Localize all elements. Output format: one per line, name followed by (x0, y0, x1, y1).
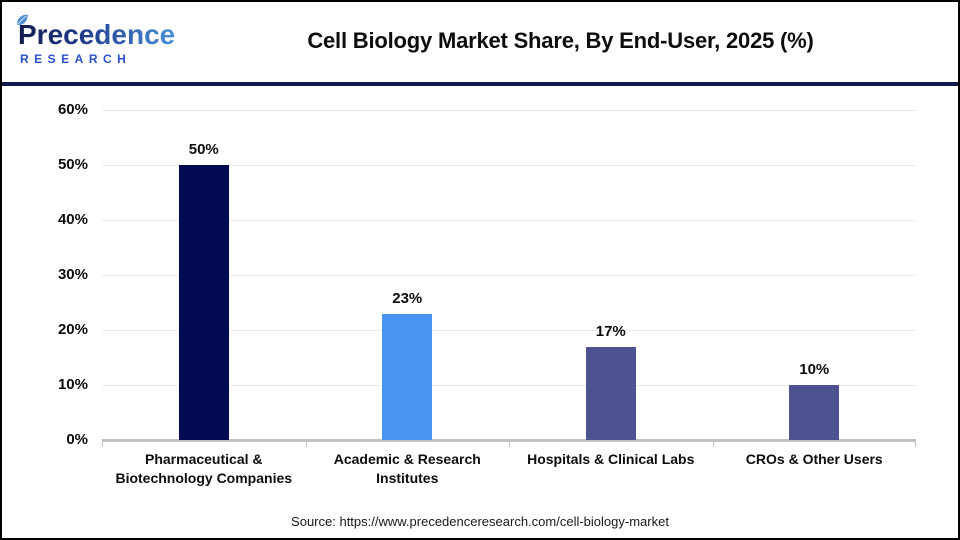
gridline (102, 330, 916, 331)
x-axis-tick (102, 440, 103, 447)
bar-value-label: 17% (595, 322, 626, 340)
gridline (102, 110, 916, 111)
x-axis-labels: Pharmaceutical & Biotechnology Companies… (102, 450, 916, 488)
y-tick-label: 10% (57, 376, 88, 393)
category-label: CROs & Other Users (745, 451, 883, 467)
x-axis-tick (306, 440, 307, 447)
bar-value-label: 23% (392, 289, 423, 307)
source-line: Source: https://www.precedenceresearch.c… (291, 514, 669, 529)
category-label: Hospitals & Clinical Labs (527, 451, 695, 467)
logo-wordmark: Precedence (18, 18, 176, 50)
y-tick-label: 20% (57, 321, 88, 338)
y-tick-label: 50% (57, 156, 88, 173)
bar-1 (178, 165, 229, 440)
gridline (102, 385, 916, 386)
header: Precedence RESEARCH Cell Biology Market … (2, 2, 958, 80)
x-axis-tick (509, 440, 510, 447)
chart-title: Cell Biology Market Share, By End-User, … (307, 28, 814, 53)
gridline (102, 220, 916, 221)
gridline (102, 275, 916, 276)
bar-3 (585, 346, 636, 440)
bar-value-label: 50% (188, 141, 219, 158)
bar-2 (382, 313, 433, 440)
gridline (102, 165, 916, 166)
y-tick-label: 30% (57, 266, 88, 283)
header-divider (2, 82, 958, 86)
x-axis-tick (915, 440, 916, 447)
logo-subtext: RESEARCH (20, 51, 132, 66)
bar-chart-plot: 50% 23% 17% 10% (102, 110, 916, 447)
leaf-icon (17, 14, 28, 25)
y-tick-label: 0% (66, 431, 88, 448)
bar-value-label: 10% (799, 361, 830, 378)
x-axis-tick (713, 440, 714, 447)
y-tick-label: 60% (57, 101, 88, 118)
category-label: Pharmaceutical & Biotechnology Companies (115, 451, 293, 486)
precedence-research-logo: Precedence RESEARCH (2, 14, 177, 66)
bar-4 (789, 385, 840, 440)
y-tick-label: 40% (57, 211, 88, 228)
category-label: Academic & Research Institutes (333, 451, 481, 486)
